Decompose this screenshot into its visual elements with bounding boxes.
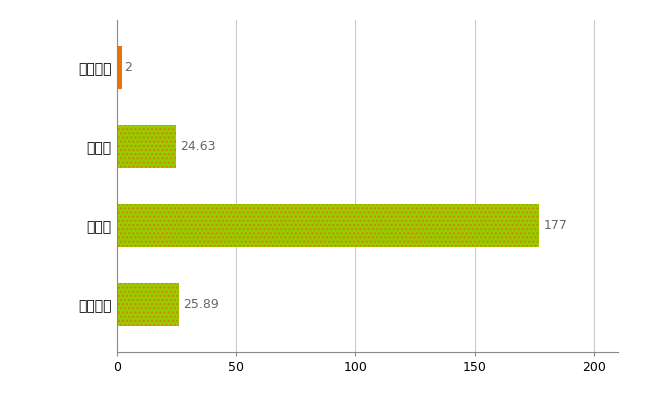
Text: 24.63: 24.63	[181, 140, 216, 153]
Bar	[117, 283, 179, 326]
Text: 177: 177	[543, 219, 567, 232]
Text: 25.89: 25.89	[183, 298, 219, 311]
Bar	[117, 46, 122, 89]
Bar	[117, 125, 176, 168]
Bar	[117, 204, 539, 247]
Text: 2: 2	[124, 61, 132, 74]
